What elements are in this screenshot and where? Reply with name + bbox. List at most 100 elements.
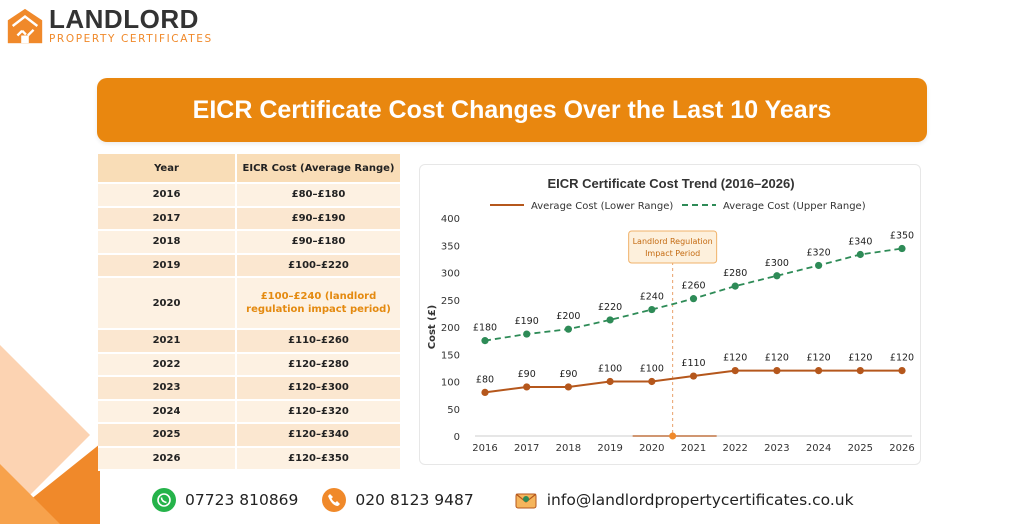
data-label: £320 [807,247,831,258]
data-point [815,261,823,270]
phone-contact[interactable]: 020 8123 9487 [322,488,474,512]
x-tick-label: 2024 [806,443,831,454]
table-row: 2026 £120–£350 [98,447,400,471]
table-row: 2018 £90–£180 [98,231,400,255]
data-label: £110 [681,358,705,369]
data-label: £100 [598,364,622,375]
brand-tagline: PROPERTY CERTIFICATES [49,33,213,45]
table-row: 2024 £120–£320 [98,400,400,424]
y-tick-label: 250 [441,296,460,307]
brand-name: LANDLORD [49,4,199,34]
data-point [564,325,572,333]
data-label: £100 [640,364,664,375]
x-tick-label: 2020 [639,443,664,454]
cell-cost: £80–£180 [237,184,400,206]
data-label: £350 [890,231,914,242]
table-row: 2021 £110–£260 [98,330,400,354]
data-point [481,388,489,396]
data-label: £120 [848,353,872,364]
cell-cost: £90–£190 [237,207,400,229]
table-row: 2022 £120–£280 [98,353,400,377]
x-tick-label: 2016 [472,443,497,454]
data-label: £120 [723,353,747,364]
x-tick-label: 2017 [514,443,539,454]
data-label: £340 [848,237,872,248]
table-row: 2016 £80–£180 [98,184,400,208]
data-label: £90 [518,369,536,380]
data-label: £180 [473,323,497,334]
y-tick-label: 400 [441,214,460,225]
data-point [898,244,906,253]
email-address: info@landlordpropertycertificates.co.uk [546,491,854,509]
data-label: £300 [765,258,789,269]
data-point [815,367,823,375]
x-tick-label: 2022 [722,443,747,454]
y-tick-label: 0 [454,432,460,443]
cell-cost: £120–£280 [237,353,400,375]
whatsapp-contact[interactable]: 07723 810869 [152,488,298,512]
data-label: £280 [723,268,747,279]
x-tick-label: 2023 [764,443,789,454]
data-label: £120 [890,353,914,364]
table-row: 2025 £120–£340 [98,424,400,448]
data-label: £80 [476,374,494,385]
email-contact[interactable]: info@landlordpropertycertificates.co.uk [514,488,854,512]
x-tick-label: 2019 [597,443,622,454]
annotation-box [628,230,718,264]
legend-label-2: Average Cost (Upper Range) [723,201,866,212]
cell-year: 2016 [98,184,237,206]
cell-year: 2020 [98,278,237,328]
y-tick-label: 200 [441,323,460,334]
y-tick-label: 150 [441,350,460,361]
y-tick-label: 50 [447,405,460,416]
annotation-text: Landlord Regulation [633,237,713,246]
data-point [523,330,531,338]
annotation-text: Impact Period [645,249,700,258]
table-body: 2016 £80–£180 2017 £90–£190 2018 £90–£180 2019… [98,184,400,471]
column-header-year: Year [98,154,237,182]
whatsapp-icon [152,488,176,512]
page-title: EICR Certificate Cost Changes Over the L… [192,95,832,124]
data-point [731,367,739,375]
whatsapp-number: 07723 810869 [185,491,299,509]
data-point [481,337,489,345]
cell-year: 2017 [98,207,237,229]
cell-cost: £120–£320 [237,400,400,422]
data-label: £120 [807,353,831,364]
x-tick-label: 2018 [556,443,581,454]
phone-icon [322,488,347,512]
data-point [898,367,906,375]
data-point [731,282,739,290]
data-point [856,367,864,375]
cell-year: 2022 [98,353,237,375]
decorative-triangle-orange-light [0,464,60,524]
cell-year: 2023 [98,377,237,399]
envelope-icon [514,488,538,512]
cell-year: 2024 [98,400,237,422]
cell-year: 2019 [98,254,237,276]
data-label: £220 [598,302,622,313]
data-point [689,372,698,380]
cell-cost: £120–£340 [237,424,400,446]
house-logo-icon [7,8,43,43]
brand-logo[interactable]: LANDLORD PROPERTY CERTIFICATES [6,6,213,45]
cell-cost: £100–£220 [237,254,400,276]
x-tick-label: 2026 [889,443,914,454]
line-chart: EICR Certificate Cost Trend (2016–2026) A… [427,176,915,454]
data-point [648,377,656,386]
data-point [773,272,781,280]
phone-number: 020 8123 9487 [355,491,474,509]
data-label: £200 [556,311,580,322]
cell-cost: £110–£260 [237,330,400,352]
chart-card: EICR Certificate Cost Trend (2016–2026) A… [419,164,921,465]
y-tick-label: 350 [441,241,460,252]
table-row: 2019 £100–£220 [98,254,400,278]
cell-year: 2026 [98,447,237,469]
table-header-row: Year EICR Cost (Average Range) [98,154,400,184]
data-point [523,383,531,391]
data-point [689,295,698,303]
cell-cost: £100–£240 (landlord regulation impact pe… [237,278,400,328]
chart-title: EICR Certificate Cost Trend (2016–2026) [547,176,794,191]
table-row: 2017 £90–£190 [98,207,400,231]
cost-table: Year EICR Cost (Average Range) 2016 £80–£… [98,154,400,471]
